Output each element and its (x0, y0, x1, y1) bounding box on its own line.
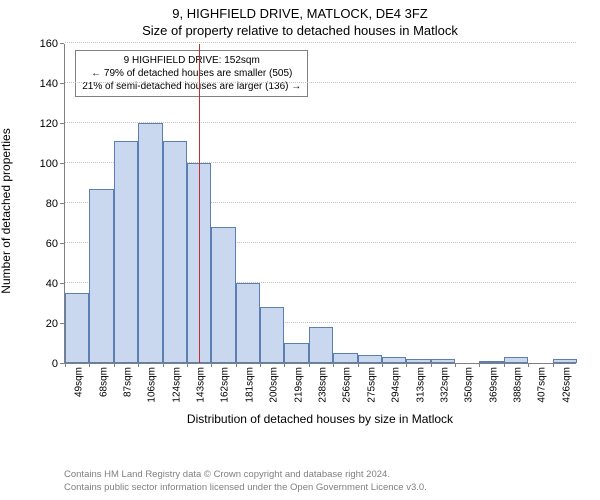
y-tick-label: 100 (40, 158, 58, 170)
x-tick-label: 49sqm (74, 363, 85, 397)
y-axis-label: Number of detached properties (0, 61, 13, 361)
x-tick-label: 332sqm (439, 363, 450, 403)
x-tick-mark (333, 363, 334, 367)
histogram-bar (211, 227, 235, 363)
attribution-line-1: Contains HM Land Registry data © Crown c… (64, 469, 427, 481)
x-tick-label: 162sqm (220, 363, 231, 403)
histogram-bar (65, 293, 89, 363)
x-tick-mark (211, 363, 212, 367)
x-tick-mark (406, 363, 407, 367)
x-tick-mark (260, 363, 261, 367)
histogram-bar (284, 343, 308, 363)
x-tick-mark (284, 363, 285, 367)
y-tick-label: 160 (40, 38, 58, 50)
x-tick-mark (358, 363, 359, 367)
histogram-bar (138, 123, 162, 363)
x-tick-label: 275sqm (366, 363, 377, 403)
x-tick-label: 106sqm (147, 363, 158, 403)
x-tick-mark (89, 363, 90, 367)
x-tick-label: 87sqm (122, 363, 133, 397)
annotation-line-2: ← 79% of detached houses are smaller (50… (82, 67, 301, 80)
x-tick-label: 256sqm (342, 363, 353, 403)
x-tick-mark (138, 363, 139, 367)
gridline (65, 82, 576, 83)
x-tick-label: 124sqm (171, 363, 182, 403)
histogram-bar (236, 283, 260, 363)
x-tick-mark (479, 363, 480, 367)
x-tick-label: 388sqm (513, 363, 524, 403)
x-tick-label: 238sqm (318, 363, 329, 403)
histogram-bar (260, 307, 284, 363)
x-tick-mark (504, 363, 505, 367)
annotation-box: 9 HIGHFIELD DRIVE: 152sqm ← 79% of detac… (75, 50, 308, 97)
x-tick-label: 350sqm (464, 363, 475, 403)
y-tick-label: 40 (46, 278, 58, 290)
x-tick-mark (187, 363, 188, 367)
x-tick-mark (65, 363, 66, 367)
page-title: 9, HIGHFIELD DRIVE, MATLOCK, DE4 3FZ (0, 0, 600, 21)
gridline (65, 42, 576, 43)
plot-area: 9 HIGHFIELD DRIVE: 152sqm ← 79% of detac… (64, 44, 576, 364)
x-tick-label: 200sqm (269, 363, 280, 403)
x-tick-mark (114, 363, 115, 367)
histogram-bar (163, 141, 187, 363)
y-tick-label: 80 (46, 198, 58, 210)
x-tick-mark (455, 363, 456, 367)
y-axis-ticks: 020406080100120140160 (34, 44, 60, 364)
attribution-text: Contains HM Land Registry data © Crown c… (64, 469, 427, 494)
histogram-chart: Number of detached properties 0204060801… (20, 44, 580, 424)
histogram-bar (89, 189, 113, 363)
x-tick-mark (553, 363, 554, 367)
x-tick-mark (528, 363, 529, 367)
y-axis-label-wrap: Number of detached properties (6, 44, 20, 364)
histogram-bar (333, 353, 357, 363)
x-tick-mark (431, 363, 432, 367)
x-axis-label: Distribution of detached houses by size … (64, 412, 576, 426)
x-tick-label: 426sqm (561, 363, 572, 403)
histogram-bar (114, 141, 138, 363)
x-tick-label: 294sqm (391, 363, 402, 403)
x-tick-label: 219sqm (293, 363, 304, 403)
x-tick-label: 181sqm (244, 363, 255, 403)
y-tick-label: 140 (40, 78, 58, 90)
y-tick-label: 60 (46, 238, 58, 250)
x-tick-mark (382, 363, 383, 367)
page-subtitle: Size of property relative to detached ho… (0, 21, 600, 38)
x-tick-mark (163, 363, 164, 367)
y-tick-label: 0 (52, 358, 58, 370)
x-tick-label: 313sqm (415, 363, 426, 403)
y-tick-label: 120 (40, 118, 58, 130)
x-tick-label: 143sqm (196, 363, 207, 403)
histogram-bar (309, 327, 333, 363)
attribution-line-2: Contains public sector information licen… (64, 482, 427, 494)
x-tick-label: 369sqm (488, 363, 499, 403)
x-tick-label: 407sqm (537, 363, 548, 403)
histogram-bar (358, 355, 382, 363)
y-tick-label: 20 (46, 318, 58, 330)
x-tick-label: 68sqm (98, 363, 109, 397)
reference-line (199, 44, 200, 363)
x-tick-mark (236, 363, 237, 367)
x-tick-mark (309, 363, 310, 367)
annotation-line-1: 9 HIGHFIELD DRIVE: 152sqm (82, 54, 301, 67)
